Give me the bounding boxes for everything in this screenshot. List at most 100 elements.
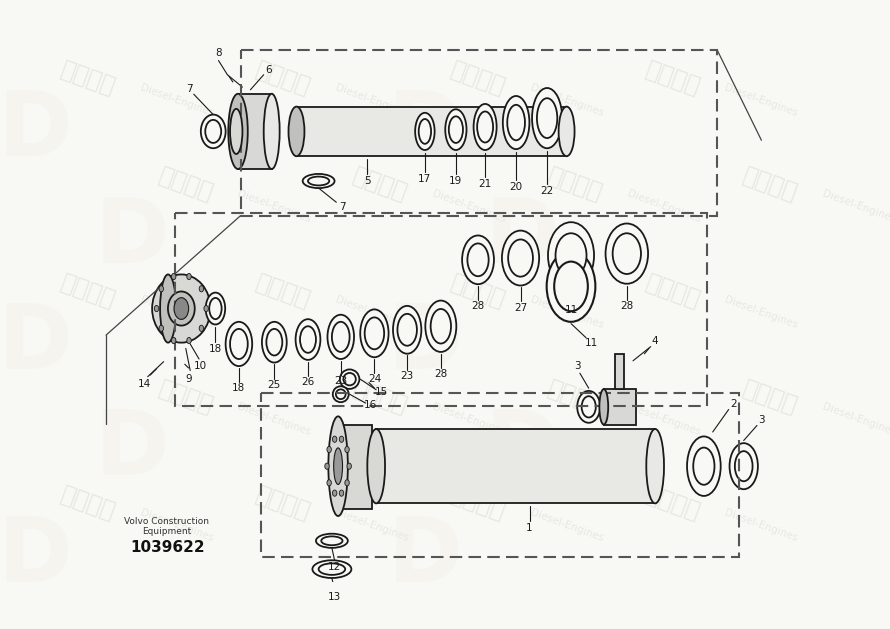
Bar (175, 213, 707, 406)
Text: 26: 26 (302, 377, 314, 387)
Text: 紫发动力: 紫发动力 (350, 164, 411, 206)
Ellipse shape (333, 490, 337, 496)
Ellipse shape (507, 105, 525, 140)
Bar (261, 392, 740, 557)
Ellipse shape (266, 329, 282, 355)
Bar (238, 94, 271, 169)
Ellipse shape (555, 233, 587, 277)
Ellipse shape (263, 94, 279, 169)
Text: 11: 11 (564, 305, 578, 315)
Ellipse shape (687, 437, 721, 496)
Text: 紫发动力: 紫发动力 (643, 270, 703, 312)
Text: 23: 23 (334, 376, 347, 386)
Ellipse shape (174, 298, 189, 320)
Ellipse shape (199, 286, 204, 292)
Text: 紫发动力: 紫发动力 (155, 164, 216, 206)
Ellipse shape (172, 274, 176, 280)
Ellipse shape (328, 314, 354, 359)
Text: 18: 18 (232, 383, 246, 393)
Text: D: D (0, 87, 73, 175)
Ellipse shape (605, 223, 648, 284)
Ellipse shape (328, 416, 348, 516)
Text: 紫发动力: 紫发动力 (740, 164, 801, 206)
Ellipse shape (578, 391, 600, 423)
Ellipse shape (559, 106, 575, 156)
Text: D: D (387, 513, 462, 601)
Ellipse shape (327, 480, 331, 486)
Ellipse shape (333, 386, 349, 402)
Text: Diesel-Engines: Diesel-Engines (529, 508, 604, 543)
Ellipse shape (339, 490, 344, 496)
Text: 紫发动力: 紫发动力 (545, 376, 606, 418)
Ellipse shape (187, 274, 191, 280)
Ellipse shape (336, 389, 345, 399)
Ellipse shape (339, 436, 344, 442)
Text: Diesel-Engines: Diesel-Engines (334, 508, 409, 543)
Ellipse shape (582, 396, 595, 418)
Text: Diesel-Engines: Diesel-Engines (821, 189, 890, 225)
Ellipse shape (230, 329, 247, 359)
Ellipse shape (431, 309, 451, 343)
Ellipse shape (344, 447, 349, 453)
Ellipse shape (327, 447, 331, 453)
Text: 紫发动力: 紫发动力 (58, 270, 119, 312)
Text: 紫发动力: 紫发动力 (448, 270, 509, 312)
Ellipse shape (425, 301, 457, 352)
Text: 17: 17 (418, 174, 432, 184)
Text: Diesel-Engines: Diesel-Engines (431, 189, 507, 225)
Bar (615, 353, 624, 389)
Text: 9: 9 (185, 374, 191, 384)
Text: 紫发动力: 紫发动力 (253, 270, 314, 312)
Text: 紫发动力: 紫发动力 (155, 376, 216, 418)
Ellipse shape (300, 326, 316, 353)
Ellipse shape (477, 111, 493, 143)
Text: 紫发动力: 紫发动力 (448, 57, 509, 99)
Ellipse shape (398, 314, 417, 346)
Ellipse shape (693, 448, 715, 485)
Text: Diesel-Engines: Diesel-Engines (529, 295, 604, 331)
Text: D: D (0, 513, 73, 601)
Text: Diesel-Engines: Diesel-Engines (626, 401, 702, 437)
Text: 紫发动力: 紫发动力 (58, 482, 119, 525)
Ellipse shape (599, 389, 608, 425)
Text: 28: 28 (434, 369, 448, 379)
Ellipse shape (347, 463, 352, 469)
Ellipse shape (735, 451, 753, 481)
Text: 24: 24 (368, 374, 381, 384)
Text: D: D (387, 87, 462, 175)
Ellipse shape (508, 240, 533, 277)
Ellipse shape (206, 120, 222, 143)
Ellipse shape (159, 325, 164, 331)
Text: 5: 5 (364, 176, 370, 186)
Ellipse shape (152, 274, 211, 343)
Ellipse shape (393, 306, 421, 353)
Ellipse shape (360, 309, 389, 357)
Ellipse shape (730, 443, 758, 489)
Text: Diesel-Engines: Diesel-Engines (237, 189, 312, 225)
Ellipse shape (532, 88, 562, 148)
Bar (296, 106, 567, 156)
Bar (341, 425, 372, 509)
Ellipse shape (365, 318, 384, 349)
Text: D: D (95, 406, 170, 494)
Ellipse shape (344, 480, 349, 486)
Ellipse shape (340, 369, 360, 389)
Ellipse shape (154, 306, 158, 311)
Text: Diesel-Engines: Diesel-Engines (139, 82, 214, 118)
Text: 27: 27 (514, 303, 527, 313)
Text: 1: 1 (526, 523, 533, 533)
Text: 14: 14 (138, 379, 150, 389)
Ellipse shape (473, 104, 497, 150)
Ellipse shape (445, 109, 466, 150)
Text: Diesel-Engines: Diesel-Engines (724, 82, 799, 118)
Bar (603, 389, 635, 425)
Text: 7: 7 (339, 202, 346, 212)
Ellipse shape (226, 322, 252, 366)
Ellipse shape (548, 222, 594, 289)
Ellipse shape (321, 537, 343, 545)
Ellipse shape (546, 251, 595, 322)
Ellipse shape (204, 306, 208, 311)
Ellipse shape (334, 448, 343, 484)
Ellipse shape (333, 436, 337, 442)
Ellipse shape (288, 106, 304, 156)
